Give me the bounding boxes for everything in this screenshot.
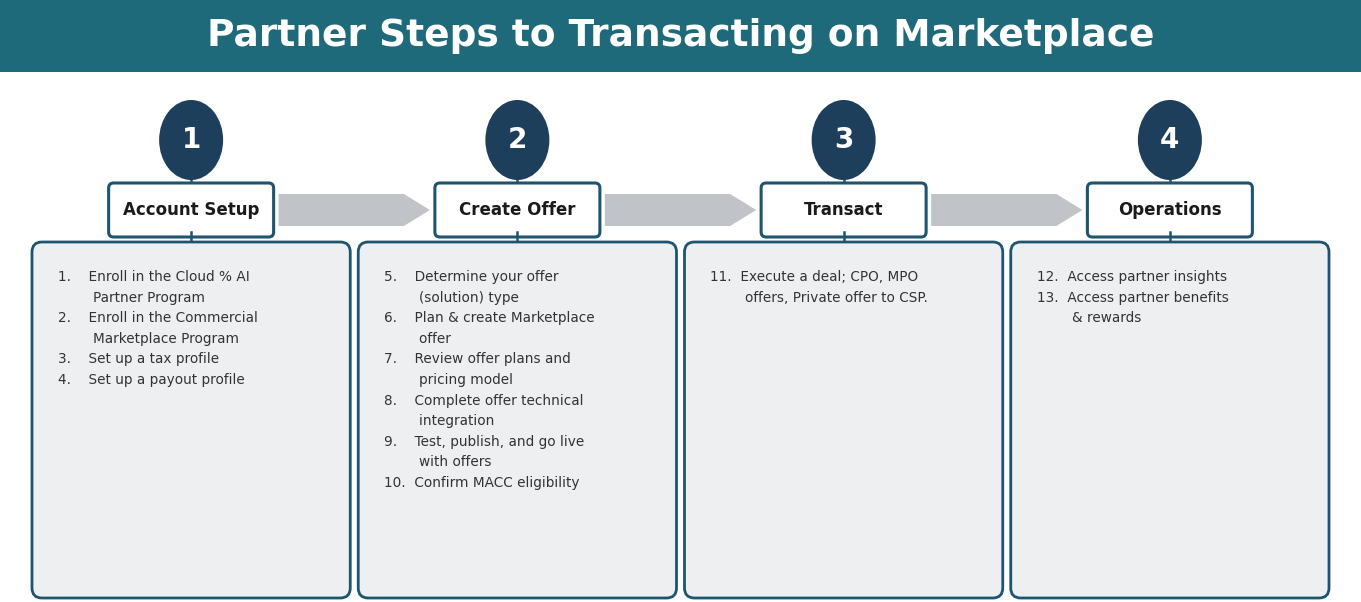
Text: 1: 1 — [181, 126, 201, 154]
Text: Create Offer: Create Offer — [459, 201, 576, 219]
Text: 2: 2 — [508, 126, 527, 154]
FancyBboxPatch shape — [761, 183, 925, 237]
FancyBboxPatch shape — [33, 242, 350, 598]
Polygon shape — [279, 194, 430, 226]
FancyBboxPatch shape — [1087, 183, 1252, 237]
Text: 1.    Enroll in the Cloud % AI
        Partner Program
2.    Enroll in the Comme: 1. Enroll in the Cloud % AI Partner Prog… — [59, 270, 257, 387]
Ellipse shape — [811, 100, 875, 180]
FancyBboxPatch shape — [1011, 242, 1328, 598]
Text: Partner Steps to Transacting on Marketplace: Partner Steps to Transacting on Marketpl… — [207, 18, 1154, 54]
FancyBboxPatch shape — [109, 183, 274, 237]
FancyBboxPatch shape — [358, 242, 676, 598]
Ellipse shape — [486, 100, 550, 180]
Bar — [0, 0, 1361, 72]
Text: 4: 4 — [1160, 126, 1180, 154]
Text: 3: 3 — [834, 126, 853, 154]
Text: Account Setup: Account Setup — [122, 201, 260, 219]
Text: 12.  Access partner insights
13.  Access partner benefits
        & rewards: 12. Access partner insights 13. Access p… — [1037, 270, 1229, 325]
Ellipse shape — [1138, 100, 1202, 180]
Text: 11.  Execute a deal; CPO, MPO
        offers, Private offer to CSP.: 11. Execute a deal; CPO, MPO offers, Pri… — [710, 270, 928, 305]
Text: Transact: Transact — [804, 201, 883, 219]
Text: 5.    Determine your offer
        (solution) type
6.    Plan & create Marketpla: 5. Determine your offer (solution) type … — [384, 270, 595, 490]
Polygon shape — [931, 194, 1082, 226]
Ellipse shape — [159, 100, 223, 180]
FancyBboxPatch shape — [685, 242, 1003, 598]
Text: Operations: Operations — [1119, 201, 1222, 219]
FancyBboxPatch shape — [436, 183, 600, 237]
Polygon shape — [604, 194, 757, 226]
